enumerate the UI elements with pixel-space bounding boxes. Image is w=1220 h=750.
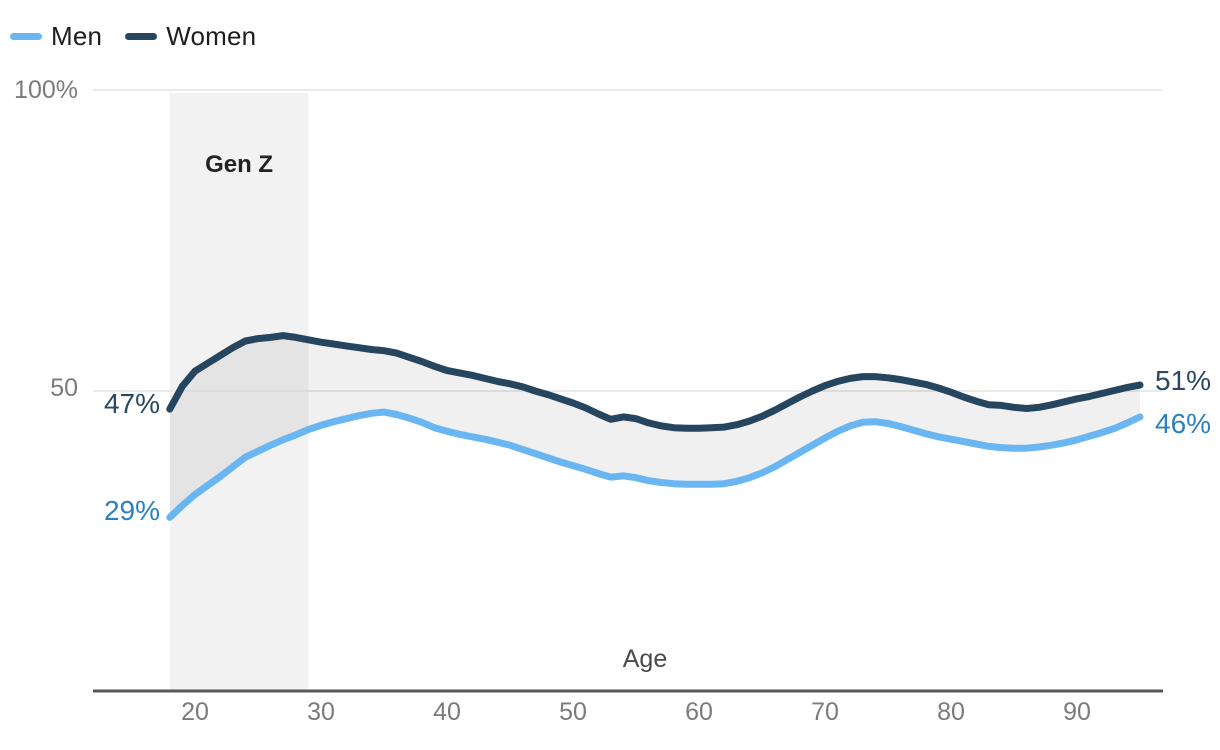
women-end-value-label: 51% (1155, 364, 1212, 396)
women-line-swatch-icon (125, 33, 158, 40)
x-tick-label-30: 30 (307, 698, 335, 726)
x-tick-label-60: 60 (685, 698, 713, 726)
legend-label-men: Men (51, 21, 103, 51)
chart-legend: Men Women (10, 21, 256, 52)
gen-z-band-label: Gen Z (205, 151, 274, 178)
women-line (166, 332, 1144, 432)
y-axis-tick-50: 50 (50, 374, 78, 402)
legend-label-women: Women (166, 21, 257, 51)
men-start-value-label: 29% (103, 495, 160, 527)
men-line-swatch-icon (10, 33, 42, 40)
legend-item-women: Women (125, 21, 256, 52)
women-start-value-label: 47% (103, 388, 160, 420)
x-tick-label-80: 80 (937, 698, 965, 726)
legend-item-men: Men (10, 21, 102, 52)
men-line (166, 408, 1144, 521)
y-axis-tick-100: 100% (14, 76, 78, 104)
x-tick-label-20: 20 (181, 698, 209, 726)
x-tick-label-40: 40 (433, 698, 461, 726)
x-tick-label-90: 90 (1063, 698, 1091, 726)
men-end-value-label: 46% (1155, 407, 1212, 439)
x-axis-title: Age (622, 645, 668, 673)
x-tick-label-50: 50 (559, 698, 587, 726)
x-tick-label-70: 70 (811, 698, 839, 726)
